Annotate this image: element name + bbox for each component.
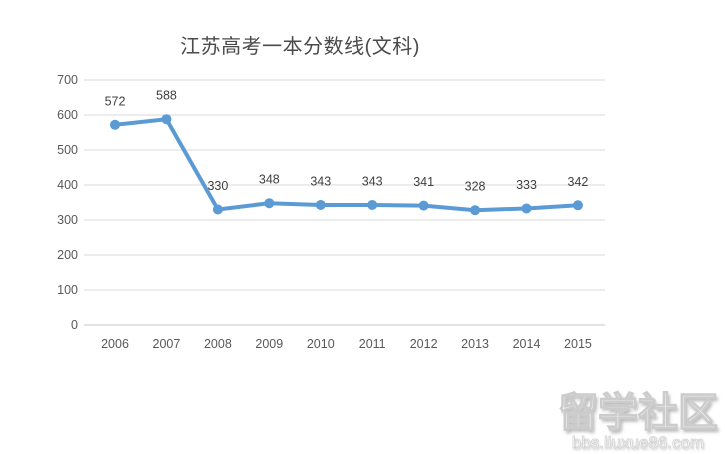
data-point-label: 342 <box>568 175 589 189</box>
data-point-label: 328 <box>465 180 486 194</box>
y-axis-tick-label: 0 <box>71 318 78 332</box>
x-axis-tick-label: 2010 <box>307 337 335 351</box>
data-point-marker <box>315 199 326 210</box>
x-axis-tick-label: 2008 <box>204 337 232 351</box>
y-axis-tick-label: 700 <box>57 73 78 87</box>
chart-title: 江苏高考一本分数线(文科) <box>180 36 420 58</box>
data-point-label: 588 <box>156 89 177 103</box>
y-axis-tick-label: 500 <box>57 143 78 157</box>
data-point-marker <box>212 204 223 215</box>
data-point-label: 343 <box>362 174 383 188</box>
data-point-label: 330 <box>207 179 228 193</box>
data-point-marker <box>418 200 429 211</box>
data-point-marker <box>110 119 120 130</box>
x-axis-tick-label: 2013 <box>461 337 489 351</box>
data-point-marker <box>264 198 275 209</box>
x-axis-tick-label: 2006 <box>101 337 129 351</box>
x-axis-tick-label: 2011 <box>359 337 386 351</box>
data-point-marker <box>572 200 583 211</box>
x-axis-tick-label: 2007 <box>153 337 181 351</box>
data-point-label: 343 <box>310 174 331 188</box>
x-axis-tick-label: 2009 <box>255 337 283 351</box>
x-axis-tick-label: 2015 <box>564 337 592 351</box>
y-axis-tick-label: 600 <box>57 108 78 122</box>
data-point-marker <box>161 114 172 125</box>
data-series-line <box>113 117 580 213</box>
x-axis-tick-label: 2012 <box>410 337 438 351</box>
data-point-label: 341 <box>413 175 434 189</box>
data-point-marker <box>521 203 532 214</box>
y-axis-tick-label: 300 <box>57 213 78 227</box>
data-point-label: 572 <box>105 94 126 108</box>
data-point-marker <box>367 199 378 210</box>
data-point-label: 333 <box>516 178 537 192</box>
y-axis-tick-label: 400 <box>57 178 78 192</box>
y-axis-tick-label: 100 <box>57 283 78 297</box>
data-point-marker <box>470 205 481 216</box>
data-point-label: 348 <box>259 173 280 187</box>
y-axis-tick-label: 200 <box>57 248 78 262</box>
x-axis-tick-label: 2014 <box>513 337 541 351</box>
